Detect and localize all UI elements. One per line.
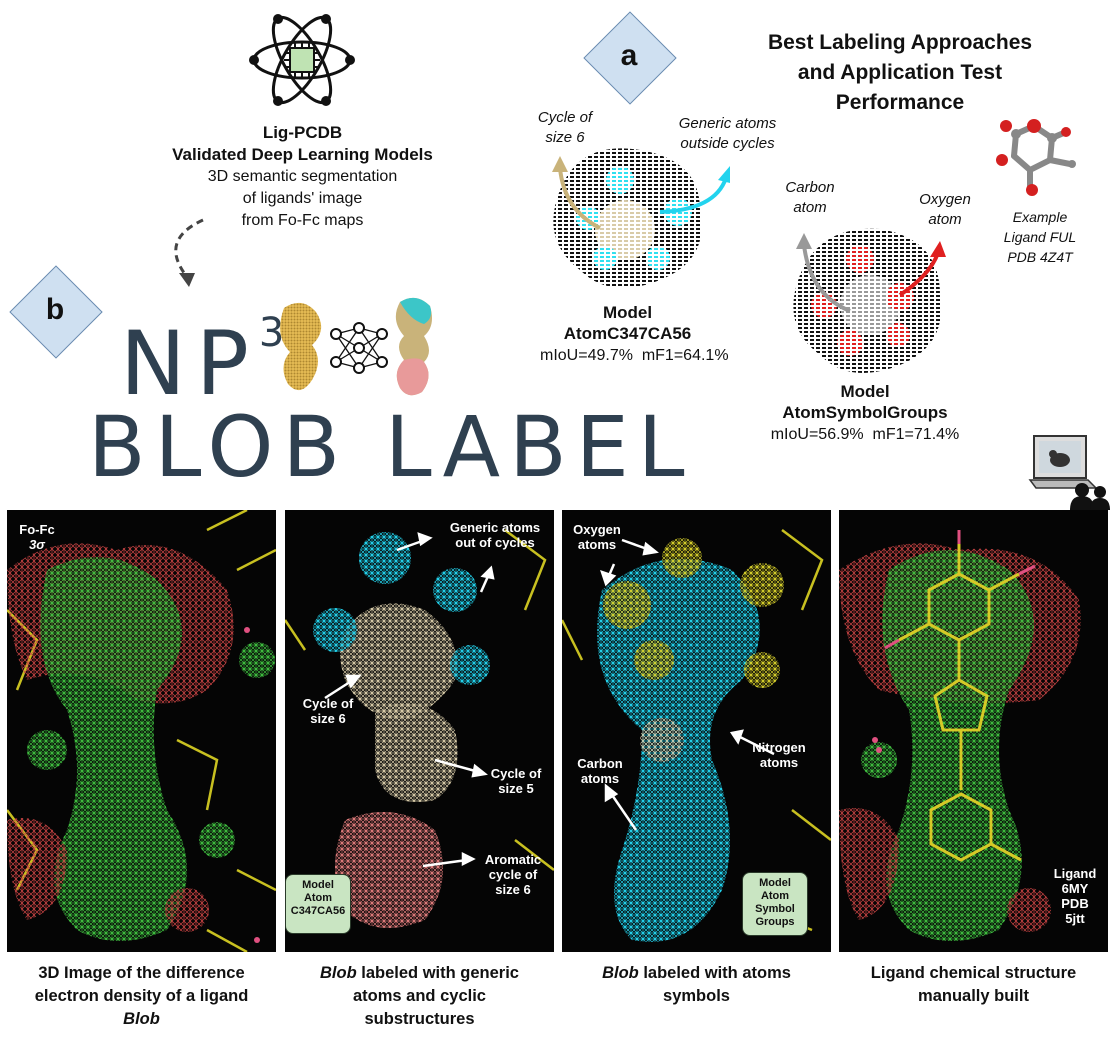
p3-oxygen-1: Oxygen [573,522,621,537]
p2-generic-2: out of cycles [455,535,535,550]
caption2-line2: atoms and cyclic [353,987,486,1005]
p3-carbon-1: Carbon [577,756,623,771]
m2-name-2: AtomSymbolGroups [782,403,948,422]
example-line-3: PDB 4Z4T [1007,249,1073,265]
m1-metrics: mIoU=49.7% mF1=64.1% [540,347,729,364]
p2-generic-1: Generic atoms [449,520,541,535]
caption4-line1: Ligand chemical structure [870,964,1077,982]
m1-cycle-label-2: size 6 [545,129,585,146]
badge-a-label: a [620,39,638,72]
molecule-icon [996,119,1076,196]
panel-ligand-structure: Ligand 6MY PDB 5jtt [839,510,1108,952]
neural-network-icon [330,322,388,374]
p3-nitrogen-2: atoms [759,755,799,770]
p3-arrows [600,538,775,831]
caption1-line1: 3D Image of the difference [38,964,245,982]
p3-carbon-2: atoms [580,771,620,786]
panel-symbol-labels: Oxygen atoms Nitrogen atoms Carbon atoms… [562,510,831,952]
computer-user-icon [1028,435,1110,510]
caption3-line1: Blob labeled with atoms [602,964,791,982]
raw-blob-image [280,302,322,391]
p3-chip-1: Model [759,877,791,889]
caption4-line2: manually built [918,987,1029,1005]
caption3-line2: symbols [663,987,730,1005]
logo-blob-label: BLOB LABEL [88,398,694,496]
model1-blob-image [552,148,730,288]
p2-arrows [324,532,495,868]
m1-name-1: Model [602,303,653,322]
lig-pcdb-desc-1: 3D semantic segmentation [207,168,398,185]
lig-pcdb-desc-3: from Fo-Fc maps [241,212,364,229]
p2-cycle6-1: Cycle of [302,696,354,711]
p3-chip-3: Symbol [755,903,795,915]
lig-pcdb-subtitle: Validated Deep Learning Models [172,145,433,164]
p2-cycle5-1: Cycle of [490,766,542,781]
p2-cycle6-2: size 6 [310,711,346,726]
p2-arom-1: Aromatic [484,852,542,867]
m2-carbon-label-1: Carbon [785,179,835,196]
p3-chip-4: Groups [755,916,795,928]
logo-np3: NP3 [120,310,285,415]
p2-chip-3: C347CA56 [290,905,346,917]
p2-cycle5-2: size 5 [498,781,534,796]
m2-oxygen-label-2: atom [928,211,962,228]
p3-chip-2: Atom [760,890,790,902]
atom-chip-icon [249,14,355,106]
p3-oxygen-2: atoms [577,537,617,552]
lig-pcdb-title: Lig-PCDB [262,123,343,142]
caption2-line1: Blob labeled with generic [320,964,519,982]
p3-model-chip: Model Atom Symbol Groups [742,872,808,936]
p1-label-2: 3σ [29,537,45,552]
m2-metrics: mIoU=56.9% mF1=71.4% [770,426,960,443]
m2-carbon-label-2: atom [793,199,827,216]
m1-generic-label-2: outside cycles [680,135,775,152]
panel-fo-fc-map: Fo-Fc 3σ [7,510,276,952]
p2-arom-3: size 6 [495,882,531,897]
m1-generic-label-1: Generic atoms [678,115,777,132]
caption1-line3: Blob [123,1010,160,1028]
p4-line-2: 6MY [1061,881,1089,896]
p1-label-1: Fo-Fc [19,522,55,537]
panel-generic-labels: Generic atoms out of cycles Cycle of siz… [285,510,554,952]
p2-arom-2: cycle of [488,867,538,882]
m2-name-1: Model [840,382,890,401]
p2-chip-1: Model [302,879,334,891]
p2-model-chip: Model Atom C347CA56 [285,874,351,934]
p4-line-3: PDB [1061,896,1089,911]
section-a-title-3: Performance [835,91,965,114]
dashed-arrow-icon [174,218,204,287]
p4-line-1: Ligand [1053,866,1097,881]
m1-name-2: AtomC347CA56 [563,324,692,343]
section-a-title-2: and Application Test [797,61,1003,84]
example-line-1: Example [1012,209,1068,225]
m2-oxygen-label-1: Oxygen [919,191,971,208]
section-a-title-1: Best Labeling Approaches [767,31,1033,54]
m1-cycle-label-1: Cycle of [537,109,593,126]
badge-b-label: b [45,293,65,326]
model2-blob-image [793,228,946,373]
caption2-line3: substructures [364,1010,475,1028]
p2-chip-2: Atom [303,892,333,904]
p3-nitrogen-1: Nitrogen [752,740,806,755]
example-line-2: Ligand FUL [1003,229,1077,245]
p4-line-4: 5jtt [1065,911,1085,926]
caption1-line2: electron density of a ligand [34,987,249,1005]
lig-pcdb-desc-2: of ligands' image [242,190,363,207]
labeled-blob-image [395,297,432,396]
